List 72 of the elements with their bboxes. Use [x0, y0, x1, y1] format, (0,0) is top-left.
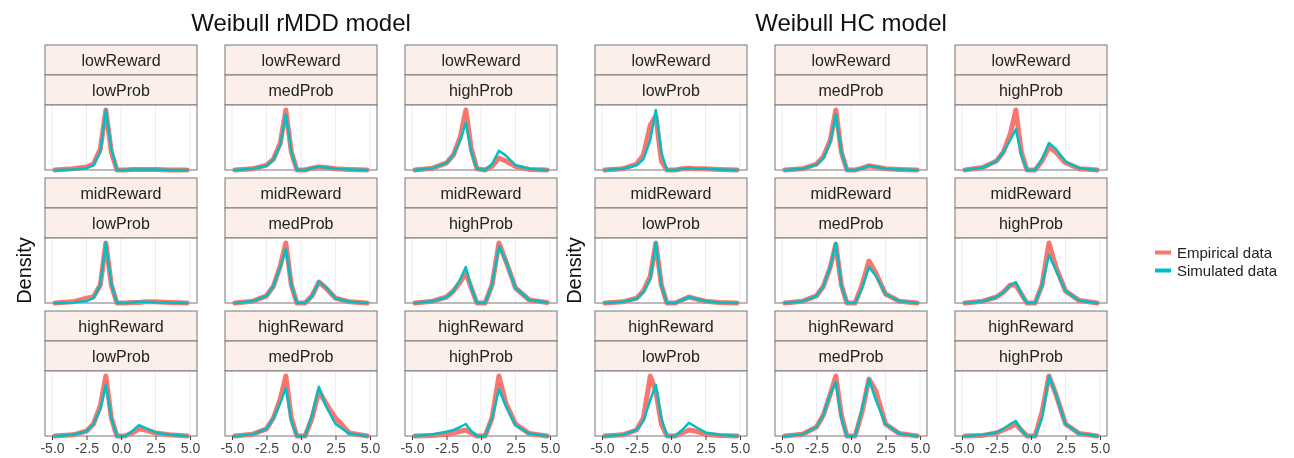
x-tick-label: -5.0 [950, 439, 975, 456]
text: Weibull rMDD model [191, 9, 411, 36]
chart-title: midReward [630, 185, 712, 202]
x-tick-label: 0.0 [841, 439, 862, 456]
x-tick-label: -2.5 [254, 439, 280, 456]
chart-subtitle: lowProb [92, 348, 150, 365]
chart-subtitle: lowProb [92, 215, 150, 232]
chart-title: highReward [78, 318, 164, 335]
x-tick-label: 2.5 [506, 439, 526, 456]
y-axis-title: Density [13, 237, 35, 304]
chart-title: lowReward [261, 52, 341, 69]
x-tick-label: 5.0 [730, 439, 751, 456]
x-tick-label: -5.0 [770, 439, 795, 456]
chart-title: lowReward [631, 52, 711, 69]
chart-title: midReward [80, 185, 162, 202]
chart-title: highReward [628, 318, 714, 335]
x-tick-label: -2.5 [984, 439, 1010, 456]
chart-title: highReward [808, 318, 894, 335]
chart-title: highReward [438, 318, 524, 335]
chart-subtitle: medProb [268, 82, 334, 99]
legend-label: Simulated data [1177, 261, 1278, 279]
x-tick-label: 0.0 [471, 439, 492, 456]
chart-subtitle: medProb [818, 82, 884, 99]
chart-subtitle: highProb [448, 215, 514, 232]
chart-title: lowReward [441, 52, 521, 69]
text: Weibull HC model [755, 9, 947, 36]
chart-title: highReward [988, 318, 1074, 335]
x-tick-label: 5.0 [360, 439, 381, 456]
x-tick-label: -2.5 [804, 439, 830, 456]
chart-title: midReward [440, 185, 522, 202]
x-tick-label: -5.0 [590, 439, 615, 456]
x-tick-label: -2.5 [74, 439, 100, 456]
chart-subtitle: highProb [998, 348, 1064, 365]
y-axis-title: Density [563, 237, 585, 304]
x-tick-label: 5.0 [540, 439, 561, 456]
x-tick-label: -2.5 [434, 439, 460, 456]
chart-title: lowReward [991, 52, 1071, 69]
x-tick-label: -5.0 [40, 439, 65, 456]
chart-subtitle: highProb [448, 348, 514, 365]
chart-subtitle: lowProb [642, 82, 700, 99]
chart-title: highReward [258, 318, 344, 335]
chart-subtitle: medProb [818, 215, 884, 232]
x-tick-label: 5.0 [910, 439, 931, 456]
x-tick-label: -5.0 [220, 439, 245, 456]
x-tick-label: -2.5 [624, 439, 650, 456]
chart-subtitle: medProb [268, 348, 334, 365]
chart-subtitle: lowProb [642, 348, 700, 365]
x-tick-label: 5.0 [1090, 439, 1111, 456]
chart-subtitle: medProb [818, 348, 884, 365]
x-tick-label: 2.5 [1056, 439, 1076, 456]
legend-label: Empirical data [1177, 243, 1273, 261]
chart-subtitle: lowProb [92, 82, 150, 99]
x-tick-label: 2.5 [326, 439, 346, 456]
chart-subtitle: medProb [268, 215, 334, 232]
x-tick-label: 0.0 [661, 439, 682, 456]
x-tick-label: 2.5 [876, 439, 896, 456]
x-tick-label: 2.5 [146, 439, 166, 456]
x-tick-label: 5.0 [180, 439, 201, 456]
x-tick-label: 0.0 [111, 439, 132, 456]
chart-title: midReward [990, 185, 1072, 202]
chart-subtitle: highProb [448, 82, 514, 99]
chart-title: midReward [810, 185, 892, 202]
x-tick-label: 2.5 [696, 439, 716, 456]
chart-subtitle: lowProb [642, 215, 700, 232]
chart-title: lowReward [811, 52, 891, 69]
chart-subtitle: highProb [998, 82, 1064, 99]
chart-subtitle: highProb [998, 215, 1064, 232]
chart-title: midReward [260, 185, 342, 202]
x-tick-label: 0.0 [1021, 439, 1042, 456]
chart-title: lowReward [81, 52, 161, 69]
x-tick-label: 0.0 [291, 439, 312, 456]
x-tick-label: -5.0 [400, 439, 425, 456]
